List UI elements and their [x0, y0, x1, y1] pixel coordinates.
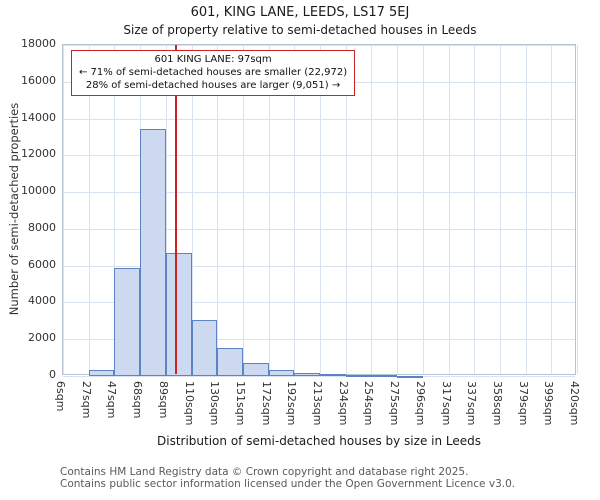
x-tick-label: 275sqm [387, 381, 401, 426]
histogram-bar [243, 363, 270, 376]
x-tick-label: 399sqm [541, 381, 555, 426]
x-gridline [346, 45, 348, 374]
x-tick-label: 110sqm [183, 381, 197, 426]
histogram-bar [396, 375, 424, 378]
x-gridline [473, 45, 475, 374]
chart-subtitle: Size of property relative to semi-detach… [123, 23, 477, 37]
annotation-box: 601 KING LANE: 97sqm ← 71% of semi-detac… [71, 50, 356, 96]
x-tick-label: 6sqm [54, 381, 67, 412]
x-tick-label: 130sqm [207, 381, 221, 426]
annotation-larger-pct: 28% of semi-detached houses are larger (… [85, 80, 341, 91]
x-gridline [293, 45, 295, 374]
y-tick-label: 0 [49, 368, 56, 381]
y-gridline [63, 45, 575, 46]
y-tick-label: 14000 [21, 110, 56, 124]
histogram-bar [269, 370, 294, 376]
y-tick-label: 10000 [21, 184, 56, 198]
x-gridline [113, 45, 115, 374]
footer-attribution-line2: Contains public sector information licen… [60, 478, 516, 491]
x-gridline [89, 45, 91, 374]
x-gridline [216, 45, 218, 374]
annotation-property-size: 601 KING LANE: 97sqm [154, 54, 272, 65]
y-tick-label: 6000 [28, 257, 56, 271]
x-tick-label: 151sqm [234, 381, 248, 426]
y-gridline [63, 302, 575, 304]
footer-attribution-line1: Contains HM Land Registry data © Crown c… [60, 466, 469, 478]
x-tick-label: 234sqm [337, 381, 351, 426]
histogram-bar [113, 267, 140, 376]
x-tick-label: 317sqm [440, 381, 454, 426]
x-tick-label: 68sqm [130, 381, 144, 419]
histogram-bar [320, 373, 347, 376]
x-gridline [500, 45, 502, 374]
x-tick-label: 337sqm [464, 381, 478, 426]
x-tick-label: 192sqm [284, 381, 298, 426]
y-tick-label: 8000 [28, 220, 56, 234]
histogram-bar [192, 319, 217, 376]
histogram-bar [293, 373, 320, 376]
y-gridline [63, 339, 575, 341]
x-gridline [526, 45, 528, 374]
x-gridline [269, 45, 271, 374]
x-tick-label: 27sqm [80, 381, 94, 419]
x-gridline [320, 45, 321, 374]
x-axis-label: Distribution of semi-detached houses by … [157, 434, 481, 448]
property-size-marker-line [175, 45, 177, 374]
chart-title: 601, KING LANE, LEEDS, LS17 5EJ [190, 5, 410, 20]
histogram-bar [89, 370, 114, 376]
x-gridline [577, 45, 578, 374]
x-tick-label: 379sqm [517, 381, 531, 426]
footer-attribution: Contains HM Land Registry data © Crown c… [60, 466, 600, 491]
plot-area: 601 KING LANE: 97sqm ← 71% of semi-detac… [62, 44, 578, 378]
y-axis-label: Number of semi-detached properties [7, 102, 21, 316]
y-gridline [63, 155, 575, 157]
y-gridline [63, 192, 575, 194]
x-gridline [550, 45, 552, 374]
x-tick-label: 89sqm [157, 381, 171, 419]
y-gridline [63, 118, 575, 120]
y-gridline [63, 265, 575, 267]
histogram-bar [346, 374, 371, 377]
y-tick-label: 2000 [28, 331, 56, 345]
x-gridline [396, 45, 398, 374]
y-gridline [63, 376, 575, 377]
x-gridline [243, 45, 245, 374]
y-tick-label: 18000 [21, 37, 56, 50]
histogram-bar [139, 128, 167, 376]
x-tick-label: 358sqm [491, 381, 505, 426]
x-gridline [370, 45, 372, 374]
x-tick-label: 172sqm [260, 381, 274, 426]
x-gridline [192, 45, 194, 374]
y-tick-label: 4000 [28, 294, 56, 308]
x-gridline [449, 45, 451, 374]
y-gridline [63, 228, 575, 230]
x-tick-label: 254sqm [361, 381, 375, 426]
x-gridline [166, 45, 168, 374]
annotation-smaller-pct: ← 71% of semi-detached houses are smalle… [79, 67, 348, 78]
x-tick-label: 420sqm [568, 381, 581, 426]
x-tick-label: 296sqm [414, 381, 428, 426]
histogram-bar [166, 252, 193, 376]
x-tick-label: 213sqm [311, 381, 324, 426]
y-tick-label: 12000 [21, 147, 56, 161]
x-gridline [63, 45, 64, 374]
x-gridline [423, 45, 425, 374]
x-tick-label: 47sqm [104, 381, 118, 419]
y-tick-label: 16000 [21, 73, 56, 87]
histogram-bar [370, 375, 397, 378]
histogram-bar [216, 348, 243, 376]
